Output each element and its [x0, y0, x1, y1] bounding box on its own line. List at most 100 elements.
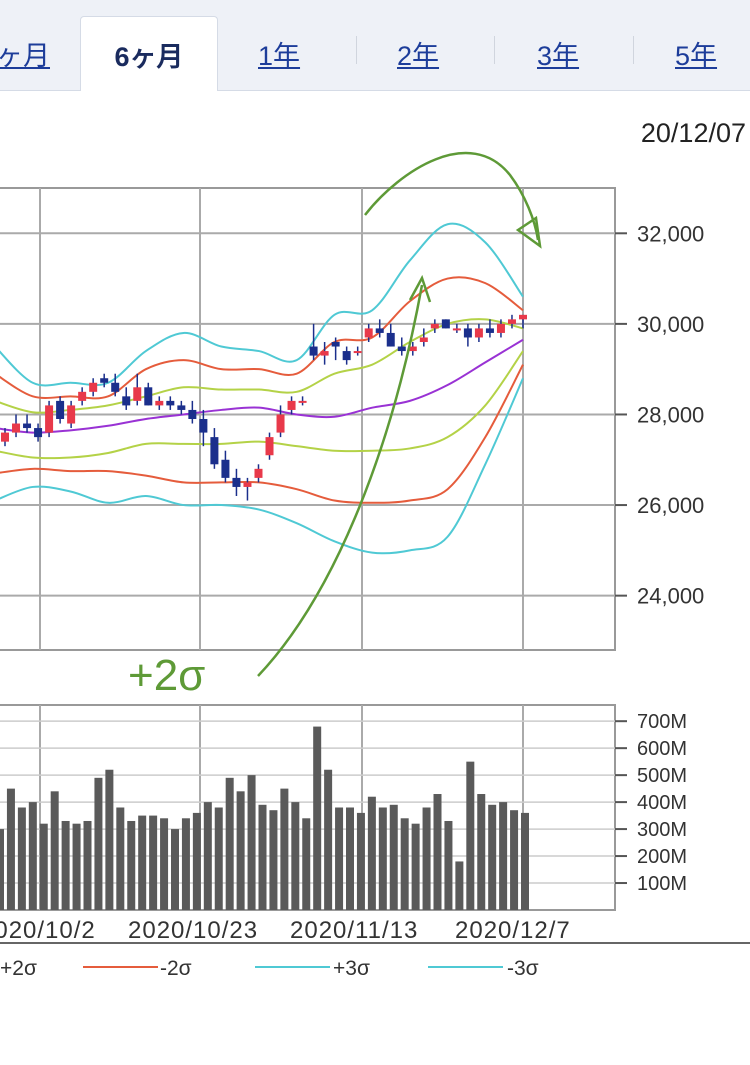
volume-bar	[127, 820, 136, 910]
candle-body	[342, 351, 351, 361]
legend-label: +2σ	[0, 957, 37, 980]
volume-bar	[411, 823, 420, 910]
volume-bar	[17, 807, 26, 910]
volume-tick-label: 500M	[637, 765, 687, 787]
candle-body	[144, 387, 153, 406]
x-tick-label: 2020/12/7	[455, 917, 571, 944]
price-tick-label: 30,000	[637, 312, 704, 337]
volume-bar	[269, 810, 278, 910]
volume-bar	[149, 815, 158, 910]
volume-bar	[203, 802, 212, 910]
candle-body	[430, 323, 439, 329]
chart-date-label: 20/12/07	[640, 118, 746, 148]
volume-bar	[83, 820, 92, 910]
volume-bar	[499, 802, 508, 910]
volume-bar	[225, 777, 234, 910]
volume-bar	[50, 791, 59, 910]
volume-tick-label: 700M	[637, 711, 687, 733]
volume-bar	[400, 818, 409, 910]
candle-body	[243, 482, 252, 487]
volume-bar	[236, 791, 245, 910]
volume-bar	[488, 804, 497, 910]
price-panel-frame	[0, 187, 616, 651]
price-tick-label: 26,000	[637, 493, 704, 518]
candle-body	[232, 477, 241, 487]
volume-bar	[192, 812, 201, 910]
volume-bar	[116, 807, 125, 910]
band-line--1σ	[0, 350, 524, 460]
volume-bar	[0, 829, 4, 910]
candle-body	[419, 337, 428, 342]
candle-body	[1, 432, 9, 442]
legend-label: -2σ	[160, 957, 192, 980]
volume-bar	[346, 807, 354, 910]
band-line--3σ	[0, 377, 524, 555]
tab-5-years[interactable]: 5年	[675, 41, 718, 71]
candle-body	[386, 332, 395, 347]
candle-body	[375, 328, 384, 333]
volume-bar	[160, 818, 169, 910]
candle-body	[221, 459, 230, 478]
volume-bar	[61, 820, 70, 910]
tab-divider	[356, 36, 357, 64]
tab-divider	[494, 36, 495, 64]
candle-body	[364, 328, 373, 338]
volume-tick-label: 100M	[637, 873, 687, 895]
candle-body	[441, 319, 450, 329]
candle-body	[111, 382, 120, 392]
tab-6-months[interactable]: 6ヶ月	[80, 16, 218, 91]
candle-body	[298, 400, 307, 403]
volume-tick-label: 300M	[637, 819, 687, 841]
tab-months[interactable]: ヶ月	[0, 41, 50, 71]
volume-bar	[466, 761, 475, 910]
candle-body	[254, 468, 263, 478]
candle-body	[34, 428, 43, 438]
volume-bar	[214, 807, 223, 910]
volume-bar	[367, 796, 376, 910]
candle-body	[78, 391, 87, 401]
price-tick-label: 24,000	[637, 584, 704, 609]
volume-bar	[433, 794, 442, 910]
band-line-+3σ	[0, 222, 524, 387]
volume-bar	[72, 823, 81, 910]
band-line-+2σ	[0, 276, 524, 400]
candle-body	[56, 400, 65, 419]
candle-body	[45, 405, 54, 433]
candle-body	[397, 346, 406, 352]
price-tick-label: 28,000	[637, 402, 704, 427]
candle-body	[155, 400, 164, 406]
candle-body	[320, 351, 329, 356]
annotation-2-sigma: +2σ	[128, 651, 205, 700]
volume-bar	[39, 823, 48, 910]
volume-bar	[302, 818, 311, 910]
tab-2-years[interactable]: 2年	[397, 41, 440, 71]
candle-body	[188, 409, 197, 419]
volume-bar	[138, 815, 147, 910]
tab-1-year[interactable]: 1年	[258, 41, 301, 71]
candle-body	[452, 328, 461, 331]
annotation-pointer-head	[408, 274, 432, 303]
volume-bar	[258, 804, 267, 910]
period-tab-bar: ヶ月 6ヶ月 1年 2年 3年 5年	[0, 0, 750, 91]
candle-body	[12, 423, 21, 433]
tab-divider	[633, 36, 634, 64]
volume-bar	[324, 769, 333, 910]
volume-bar	[422, 807, 431, 910]
volume-bar	[444, 820, 453, 910]
legend-label: -3σ	[507, 957, 539, 980]
candle-body	[519, 314, 527, 320]
candle-body	[166, 400, 175, 406]
candle-body	[23, 423, 32, 429]
candle-body	[67, 405, 76, 424]
price-tick-label: 32,000	[637, 221, 704, 246]
x-tick-label: 2020/10/2	[0, 917, 96, 944]
volume-bar	[356, 812, 365, 910]
candle-body	[474, 328, 483, 338]
annotation-pointer-line	[257, 284, 424, 677]
volume-tick-label: 200M	[637, 846, 687, 868]
volume-bar	[477, 794, 486, 910]
tab-3-years[interactable]: 3年	[537, 41, 580, 71]
volume-bar	[389, 804, 398, 910]
band-line--2σ	[0, 364, 524, 504]
volume-bar	[455, 861, 464, 910]
